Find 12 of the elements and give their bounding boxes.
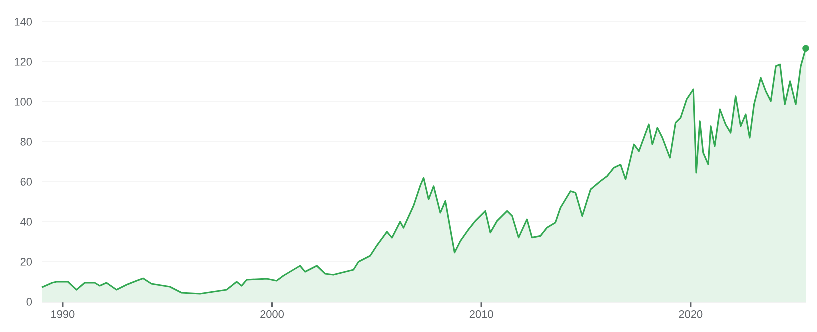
x-tick-label: 2010: [470, 310, 494, 318]
x-tick-label: 2020: [679, 310, 703, 318]
x-tick-label: 1990: [52, 310, 75, 318]
y-tick-label: 20: [20, 258, 32, 266]
y-tick-label: 140: [15, 18, 32, 26]
y-tick-label: 60: [20, 178, 32, 186]
x-tick-label: 2000: [260, 310, 284, 318]
y-tick-label: 120: [15, 58, 32, 66]
y-tick-label: 100: [15, 98, 32, 106]
y-tick-label: 80: [20, 138, 32, 146]
y-tick-label: 0: [26, 298, 32, 306]
y-tick-label: 40: [20, 218, 32, 226]
